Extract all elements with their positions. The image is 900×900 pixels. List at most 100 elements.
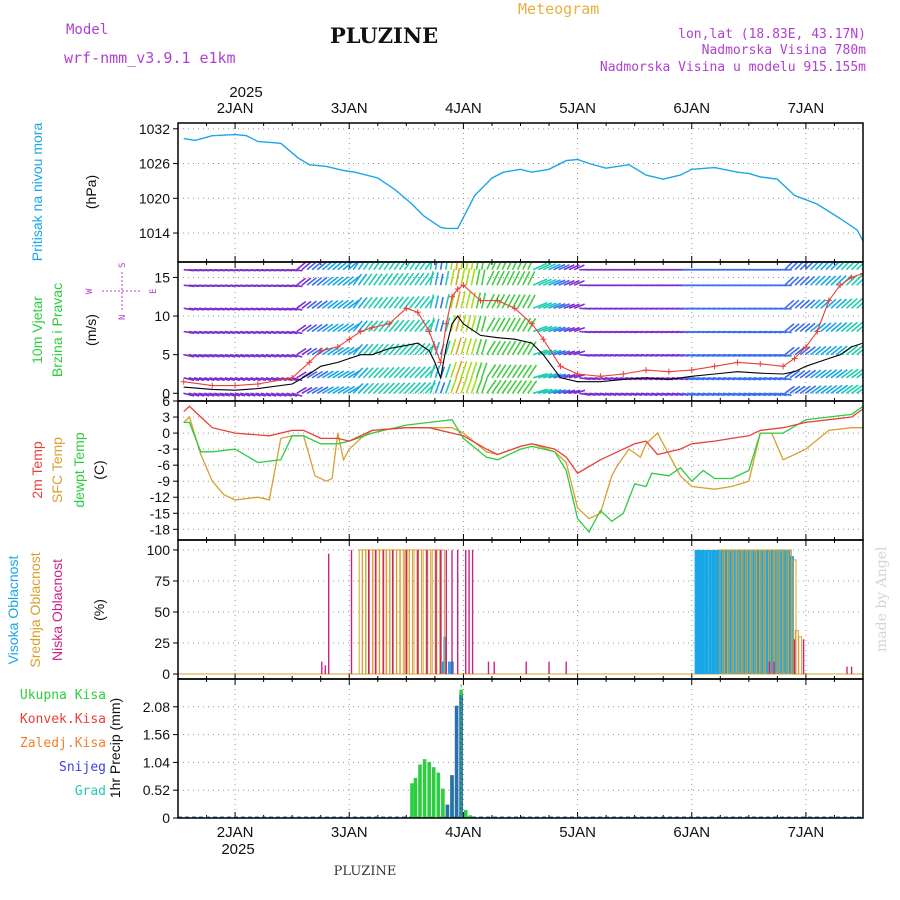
cloud-bar [417, 549, 419, 674]
wind-barb [373, 296, 384, 309]
wind-barb [835, 345, 848, 356]
cloud-bar [783, 549, 788, 674]
wind-barb [707, 392, 720, 397]
wind-barb [511, 270, 521, 286]
gust-marker [180, 378, 187, 385]
wind-barb [460, 267, 466, 286]
wind-barb [332, 323, 344, 333]
wind-barb [465, 268, 471, 286]
rain-bar [441, 788, 445, 818]
pressure-line [183, 133, 864, 242]
wind-barb [311, 370, 324, 379]
wind-barb [321, 386, 334, 394]
cloud-bar [719, 549, 724, 675]
wind-barb [296, 300, 307, 309]
wind-barb [671, 392, 684, 396]
gust-marker [574, 370, 581, 377]
temp-ylabel-0: 2m Temp [29, 441, 45, 499]
gust-marker [860, 270, 863, 277]
cloud-bar [733, 549, 738, 675]
wind-barb [306, 277, 317, 286]
wind-barb [738, 392, 751, 397]
wind-barb [810, 385, 822, 394]
wind-barb [558, 389, 571, 395]
wind-barb [321, 299, 334, 309]
cloud-bar [778, 549, 783, 675]
wind-barb [276, 377, 287, 382]
wind-barb [229, 330, 241, 335]
wind-barb [609, 392, 622, 396]
wind-barb [810, 369, 822, 379]
wind-barb [630, 392, 643, 396]
wind-barb [496, 317, 506, 332]
wind-barb [327, 386, 340, 394]
wind-barb [332, 346, 345, 356]
gust-marker [454, 286, 461, 293]
wind-barb [553, 389, 566, 395]
wind-barb [255, 353, 267, 358]
wind-barb [404, 382, 416, 394]
y-tick-label: -3 [158, 441, 171, 457]
wind-barb [347, 346, 360, 356]
y-tick-label: 0 [162, 385, 170, 401]
wind-barb [455, 314, 462, 332]
cloud-bar [749, 549, 753, 674]
gust-marker [757, 360, 764, 367]
temp-line-0 [183, 405, 864, 475]
cloud-bar [328, 553, 330, 675]
wind-barb [311, 386, 324, 394]
cloud-bar [694, 549, 699, 674]
station-title: PLUZINE [330, 23, 438, 48]
wind-barb [840, 368, 854, 379]
cloud-bar [441, 661, 445, 674]
wind-barb [804, 385, 817, 394]
wind-barb [702, 392, 715, 397]
wind-barb [357, 262, 365, 271]
wind-barb [815, 369, 827, 379]
cloud-bar [711, 549, 716, 674]
gust-marker [477, 297, 484, 304]
wind-barb [501, 340, 512, 356]
cloud-bar [735, 549, 740, 674]
wind-barb [764, 392, 777, 397]
wind-barb [265, 377, 277, 382]
gust-marker [357, 328, 364, 335]
rain-bar [436, 772, 441, 818]
cloud-bar [728, 549, 733, 675]
wind-barb [815, 345, 827, 356]
wind-barb [234, 392, 246, 397]
wind-barb [779, 377, 792, 381]
wind-barb [845, 345, 859, 356]
wind-barb [516, 317, 527, 332]
wind-barb [543, 373, 558, 379]
wind-barb [475, 377, 483, 394]
wind-barb [419, 382, 432, 394]
y-tick-label: 1.56 [143, 727, 170, 743]
wind-barb [444, 340, 451, 355]
wind-barb [311, 276, 323, 286]
wind-barb [398, 296, 410, 309]
cloud-bar [708, 549, 712, 674]
cloud-bar [565, 661, 567, 674]
wind-barb [491, 379, 502, 394]
wind-barb [589, 392, 601, 396]
wind-barb [845, 298, 858, 309]
wind-barb [480, 377, 488, 394]
wind-barb [527, 271, 536, 286]
wind-barb [183, 392, 195, 397]
wind-barb [568, 264, 580, 271]
wind-barb [414, 262, 422, 271]
wind-barb [532, 388, 548, 395]
gust-marker [334, 343, 341, 350]
wind-barb [804, 299, 816, 309]
wind-barb [188, 353, 200, 358]
wind-barb [748, 377, 762, 381]
cloud-bar [773, 661, 775, 674]
wind-barb [830, 275, 842, 286]
wind-barb [558, 326, 571, 333]
wind-barb [804, 275, 816, 286]
model-label: Model [66, 22, 108, 38]
wind-barb [480, 262, 484, 270]
cloud-bar [850, 666, 853, 674]
y-tick-label: -9 [158, 473, 171, 489]
